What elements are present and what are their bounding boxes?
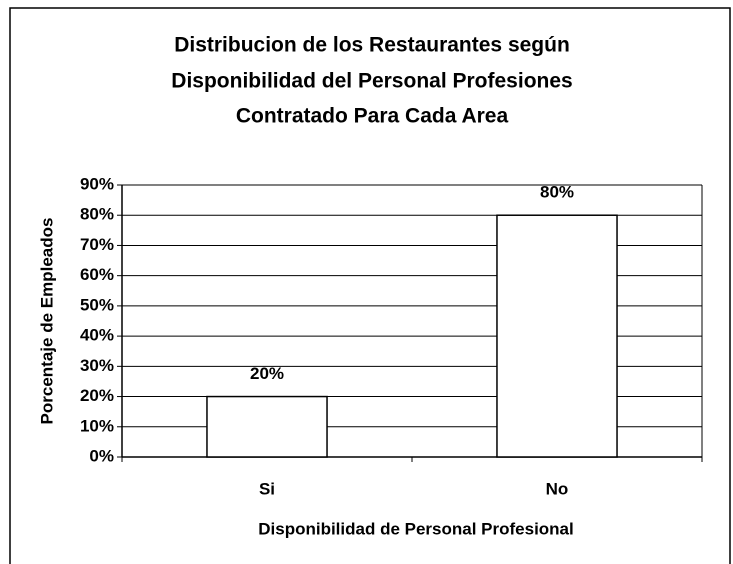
chart-title: Contratado Para Cada Area xyxy=(236,105,509,128)
data-label: 80% xyxy=(540,183,574,202)
y-tick-label: 80% xyxy=(80,205,114,224)
x-tick-label: Si xyxy=(259,479,275,498)
chart-title: Distribucion de los Restaurantes según xyxy=(174,34,570,57)
y-tick-label: 0% xyxy=(89,446,114,465)
y-tick-label: 40% xyxy=(80,326,114,345)
y-tick-label: 90% xyxy=(80,174,114,193)
x-axis-title: Disponibilidad de Personal Profesional xyxy=(258,519,574,538)
data-label: 20% xyxy=(250,364,284,383)
bar xyxy=(206,395,328,458)
y-tick-label: 50% xyxy=(80,295,114,314)
x-tick-label: No xyxy=(546,479,569,498)
chart-title: Disponibilidad del Personal Profesiones xyxy=(171,70,572,93)
y-tick-label: 20% xyxy=(80,386,114,405)
y-tick-label: 30% xyxy=(80,356,114,375)
y-axis-title: Porcentaje de Empleados xyxy=(37,218,56,425)
y-tick-label: 70% xyxy=(80,235,114,254)
bar xyxy=(496,214,618,458)
y-tick-label: 10% xyxy=(80,416,114,435)
y-tick-label: 60% xyxy=(80,265,114,284)
